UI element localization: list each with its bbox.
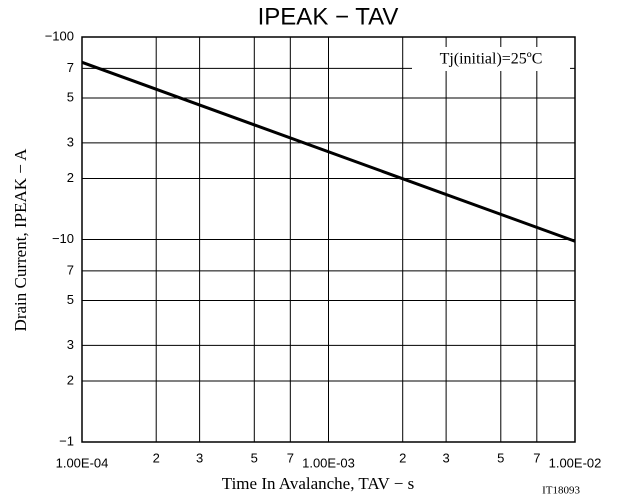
x-tick-label: 2 <box>399 450 406 465</box>
chart-title: IPEAK − TAV <box>258 3 399 30</box>
data-line <box>81 60 576 243</box>
y-tick-label: 2 <box>67 170 74 185</box>
figure-code: IT18093 <box>542 485 580 497</box>
y-tick-label: 7 <box>67 262 74 277</box>
y-tick-label: 2 <box>67 372 74 387</box>
plot-frame <box>81 36 576 443</box>
annotation: Tj(initial)=25ºC <box>440 51 543 68</box>
y-tick-label: −1 <box>59 433 74 448</box>
x-tick-label: 1.00E-04 <box>56 455 109 470</box>
x-tick-label: 5 <box>251 450 258 465</box>
x-tick-label: 5 <box>497 450 504 465</box>
x-tick-label: 7 <box>287 450 294 465</box>
x-tick-label: 2 <box>153 450 160 465</box>
x-tick-label: 3 <box>196 450 203 465</box>
annotation-box <box>412 47 570 71</box>
y-tick-label: 7 <box>67 60 74 75</box>
x-tick-label: 7 <box>533 450 540 465</box>
y-tick-label: −10 <box>52 231 74 246</box>
y-axis-label: Drain Current, IPEAK − A <box>11 148 30 332</box>
y-tick-label: 5 <box>67 89 74 104</box>
y-tick-label: 5 <box>67 292 74 307</box>
y-tick-label: −100 <box>45 28 74 43</box>
x-tick-label: 1.00E-02 <box>549 455 602 470</box>
y-tick-label: 3 <box>67 134 74 149</box>
x-axis-label: Time In Avalanche, TAV − s <box>222 474 414 493</box>
x-tick-label: 1.00E-03 <box>302 455 355 470</box>
y-tick-label: 3 <box>67 337 74 352</box>
x-tick-label: 3 <box>442 450 449 465</box>
